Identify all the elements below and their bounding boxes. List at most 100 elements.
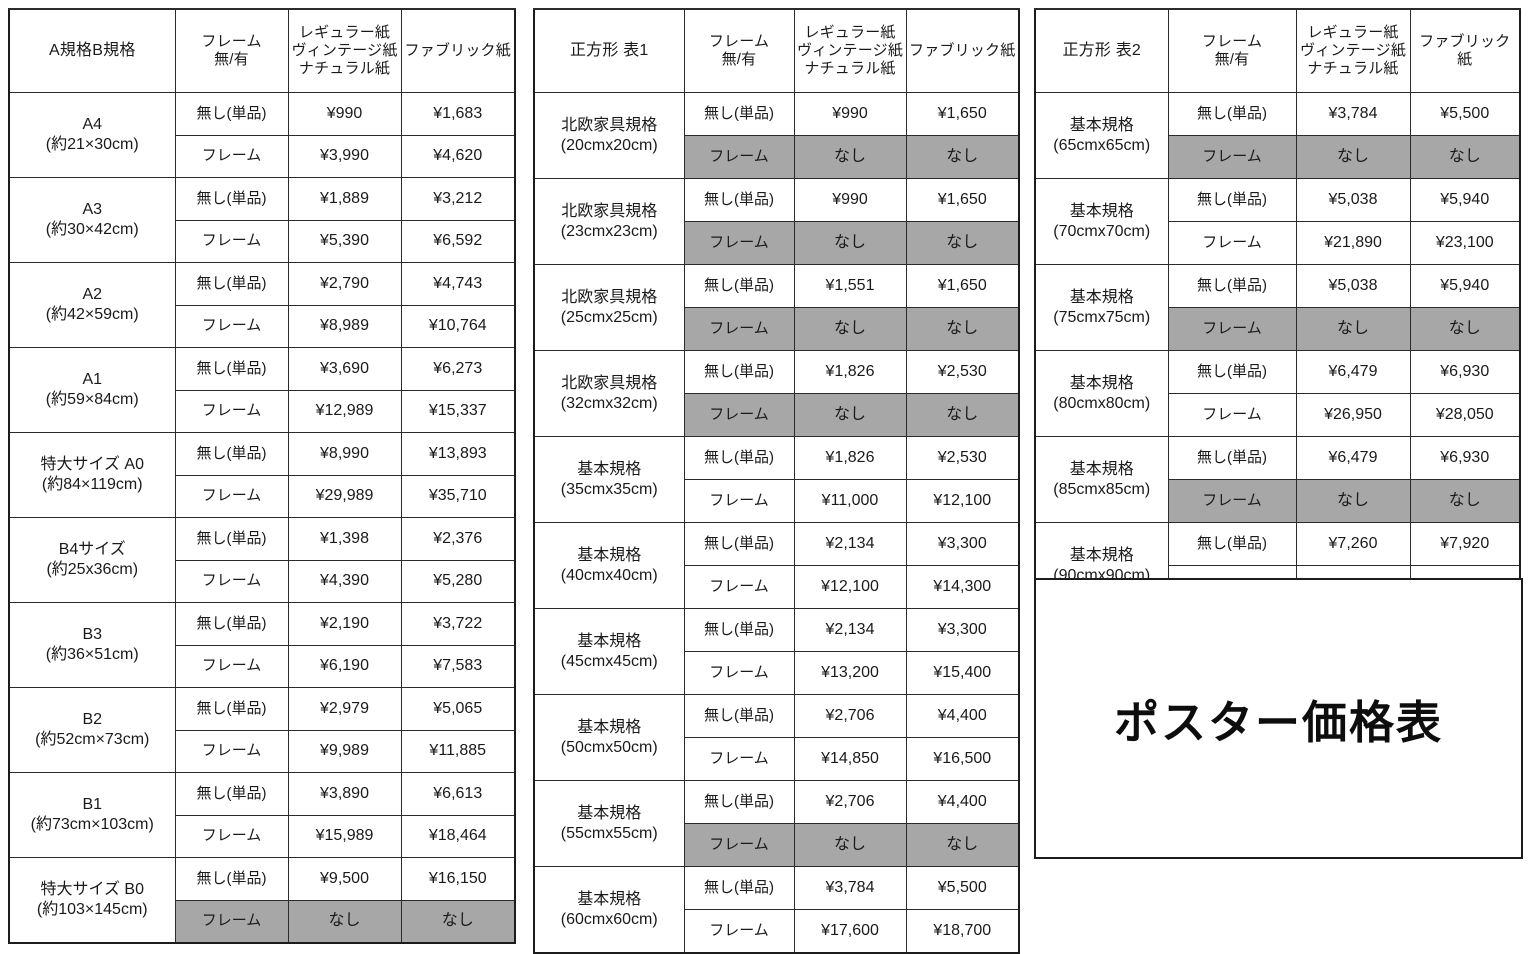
table-row: フレーム なし なし xyxy=(534,393,1020,437)
price-cell-paper-fabric: ¥1,650 xyxy=(905,264,1020,308)
table-row: B4サイズ (約25x36cm) 無し(単品) ¥1,398 ¥2,376 xyxy=(8,517,516,603)
price-cell-paper-regular: ¥1,826 xyxy=(793,350,907,394)
price-cell-paper-fabric: ¥5,280 xyxy=(400,559,516,603)
price-cell-paper-fabric: ¥28,050 xyxy=(1409,393,1521,437)
price-cell-paper-regular: ¥2,706 xyxy=(793,780,907,824)
frame-option-cell: 無し(単品) xyxy=(683,780,795,824)
size-label-cell: 基本規格 (70cmx70cm) xyxy=(1034,178,1169,265)
price-cell-paper-regular: ¥1,398 xyxy=(287,517,402,561)
frame-option-cell: フレーム xyxy=(683,651,795,695)
price-cell-paper-fabric: ¥15,400 xyxy=(905,651,1020,695)
price-cell-paper-fabric: なし xyxy=(400,899,516,944)
table-header-row: A規格B規格 フレーム 無/有 レギュラー紙 ヴィンテージ紙 ナチュラル紙 ファブリック紙 xyxy=(8,8,516,93)
size-label-cell: 北欧家具規格 (25cmx25cm) xyxy=(533,264,685,351)
size-label-cell: 基本規格 (35cmx35cm) xyxy=(533,436,685,523)
poster-price-sheet: A規格B規格 フレーム 無/有 レギュラー紙 ヴィンテージ紙 ナチュラル紙 ファブリック紙 … xyxy=(8,8,1523,954)
size-name: 基本規格 xyxy=(1069,374,1134,392)
frame-option-cell: 無し(単品) xyxy=(174,517,289,561)
price-cell-paper-fabric: ¥6,930 xyxy=(1409,436,1521,480)
size-name: 基本規格 xyxy=(1069,202,1134,220)
frame-option-cell: 無し(単品) xyxy=(683,92,795,136)
size-label-cell: A1 (約59×84cm) xyxy=(8,347,176,433)
table-row: フレーム ¥12,989 ¥15,337 xyxy=(9,389,516,433)
frame-option-cell: フレーム xyxy=(174,899,289,944)
price-cell-paper-regular: ¥2,979 xyxy=(287,687,402,731)
price-cell-paper-regular: ¥3,784 xyxy=(793,866,907,910)
table-row: フレーム ¥9,989 ¥11,885 xyxy=(9,729,516,773)
column-header-paper-regular-vintage-natural: レギュラー紙 ヴィンテージ紙 ナチュラル紙 xyxy=(287,8,402,93)
price-cell-paper-fabric: ¥4,400 xyxy=(905,694,1020,738)
price-cell-paper-fabric: ¥1,650 xyxy=(905,92,1020,136)
price-table-square-1: 正方形 表1 フレーム 無/有 レギュラー紙 ヴィンテージ紙 ナチュラル紙 ファブリック紙 … xyxy=(533,8,1020,954)
size-label-cell: B1 (約73cm×103cm) xyxy=(8,772,176,858)
price-cell-paper-regular: ¥990 xyxy=(287,92,402,136)
price-cell-paper-regular: ¥11,000 xyxy=(793,479,907,523)
price-cell-paper-fabric: ¥5,065 xyxy=(400,687,516,731)
price-cell-paper-regular: ¥3,690 xyxy=(287,347,402,391)
frame-option-cell: 無し(単品) xyxy=(174,687,289,731)
price-cell-paper-regular: ¥8,989 xyxy=(287,304,402,348)
table-row: 基本規格 (40cmx40cm) 無し(単品) ¥2,134 ¥3,300 xyxy=(533,522,1020,609)
table-header-row: 正方形 表1 フレーム 無/有 レギュラー紙 ヴィンテージ紙 ナチュラル紙 ファブリック紙 xyxy=(533,8,1020,93)
frame-option-cell: フレーム xyxy=(683,479,795,523)
price-cell-paper-regular: ¥2,134 xyxy=(793,522,907,566)
price-cell-paper-fabric: なし xyxy=(1409,135,1521,179)
frame-option-cell: フレーム xyxy=(1167,135,1297,179)
column-header-paper-fabric: ファブリック紙 xyxy=(400,8,516,93)
size-name: 特大サイズ A0 xyxy=(40,456,145,474)
price-cell-paper-regular: ¥2,190 xyxy=(287,602,402,646)
price-cell-paper-regular: ¥6,479 xyxy=(1295,436,1411,480)
price-cell-paper-regular: ¥13,200 xyxy=(793,651,907,695)
size-dimensions: (約21×30cm) xyxy=(45,136,139,153)
frame-option-cell: 無し(単品) xyxy=(174,177,289,221)
price-cell-paper-regular: ¥990 xyxy=(793,178,907,222)
price-cell-paper-fabric: なし xyxy=(905,307,1020,351)
frame-option-cell: フレーム xyxy=(174,219,289,263)
size-name: 北欧家具規格 xyxy=(561,288,658,306)
frame-option-cell: フレーム xyxy=(683,737,795,781)
size-name: 特大サイズ B0 xyxy=(40,881,145,899)
column-header-frame-option: フレーム 無/有 xyxy=(1167,8,1297,93)
frame-option-cell: フレーム xyxy=(683,135,795,179)
frame-option-cell: フレーム xyxy=(683,565,795,609)
frame-option-cell: 無し(単品) xyxy=(174,347,289,391)
size-dimensions: (約73cm×103cm) xyxy=(30,816,154,833)
size-name: B1 xyxy=(82,796,103,814)
frame-option-cell: 無し(単品) xyxy=(1167,436,1297,480)
price-cell-paper-fabric: ¥5,500 xyxy=(1409,92,1521,136)
price-cell-paper-fabric: ¥2,530 xyxy=(905,350,1020,394)
table-row: フレーム ¥29,989 ¥35,710 xyxy=(9,474,516,518)
price-cell-paper-regular: なし xyxy=(793,823,907,867)
price-cell-paper-fabric: ¥16,150 xyxy=(400,857,516,901)
table-row: 基本規格 (55cmx55cm) 無し(単品) ¥2,706 ¥4,400 xyxy=(533,780,1020,867)
table-header: 正方形 表2 フレーム 無/有 レギュラー紙 ヴィンテージ紙 ナチュラル紙 ファブリック紙 xyxy=(1034,8,1521,93)
price-cell-paper-fabric: ¥10,764 xyxy=(400,304,516,348)
size-dimensions: (約36×51cm) xyxy=(45,646,139,663)
frame-option-cell: フレーム xyxy=(683,393,795,437)
size-name: 基本規格 xyxy=(1069,460,1134,478)
column-header-paper-fabric: ファブリック紙 xyxy=(905,8,1020,93)
price-cell-paper-fabric: なし xyxy=(905,393,1020,437)
price-cell-paper-regular: なし xyxy=(1295,307,1411,351)
size-dimensions: (約42×59cm) xyxy=(45,306,139,323)
size-name: 基本規格 xyxy=(577,718,642,736)
frame-option-cell: 無し(単品) xyxy=(174,262,289,306)
size-name: 北欧家具規格 xyxy=(561,116,658,134)
frame-option-cell: 無し(単品) xyxy=(174,432,289,476)
size-name: 北欧家具規格 xyxy=(561,374,658,392)
table-row: フレーム ¥14,850 ¥16,500 xyxy=(534,737,1020,781)
title-panel: ポスター価格表 xyxy=(1034,578,1523,859)
size-label-cell: A4 (約21×30cm) xyxy=(8,92,176,178)
table-row: 北欧家具規格 (25cmx25cm) 無し(単品) ¥1,551 ¥1,650 xyxy=(533,264,1020,351)
price-cell-paper-fabric: ¥4,620 xyxy=(400,134,516,178)
price-cell-paper-fabric: ¥5,500 xyxy=(905,866,1020,910)
price-cell-paper-regular: なし xyxy=(793,221,907,265)
frame-option-cell: 無し(単品) xyxy=(1167,178,1297,222)
price-cell-paper-fabric: なし xyxy=(1409,307,1521,351)
price-cell-paper-fabric: ¥1,683 xyxy=(400,92,516,136)
size-name: 基本規格 xyxy=(1069,116,1134,134)
column-header-paper-regular-vintage-natural: レギュラー紙 ヴィンテージ紙 ナチュラル紙 xyxy=(1295,8,1411,93)
size-name: 基本規格 xyxy=(577,804,642,822)
frame-option-cell: 無し(単品) xyxy=(1167,522,1297,566)
size-label-cell: 特大サイズ B0 (約103×145cm) xyxy=(8,857,176,944)
